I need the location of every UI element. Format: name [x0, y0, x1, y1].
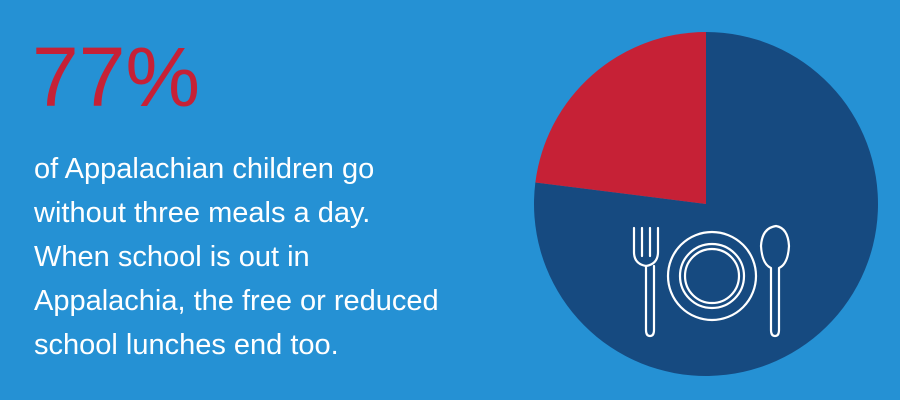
- plate-rim: [678, 242, 746, 310]
- pie-slice: [535, 32, 706, 204]
- description-line: Appalachia, the free or reduced: [34, 285, 439, 317]
- plate-outer: [666, 230, 758, 322]
- pie: [534, 32, 878, 376]
- plate-inner: [683, 247, 741, 305]
- spoon: [759, 224, 791, 338]
- headline-stat: 77%: [32, 30, 200, 124]
- description-line: of Appalachian children go: [34, 153, 374, 185]
- description-line: without three meals a day.: [33, 197, 370, 229]
- description: of Appalachian children go without three …: [33, 153, 439, 361]
- plate-icon: [632, 224, 791, 338]
- description-line: school lunches end too.: [34, 329, 339, 361]
- fork: [632, 226, 660, 338]
- description-line: When school is out in: [34, 241, 310, 273]
